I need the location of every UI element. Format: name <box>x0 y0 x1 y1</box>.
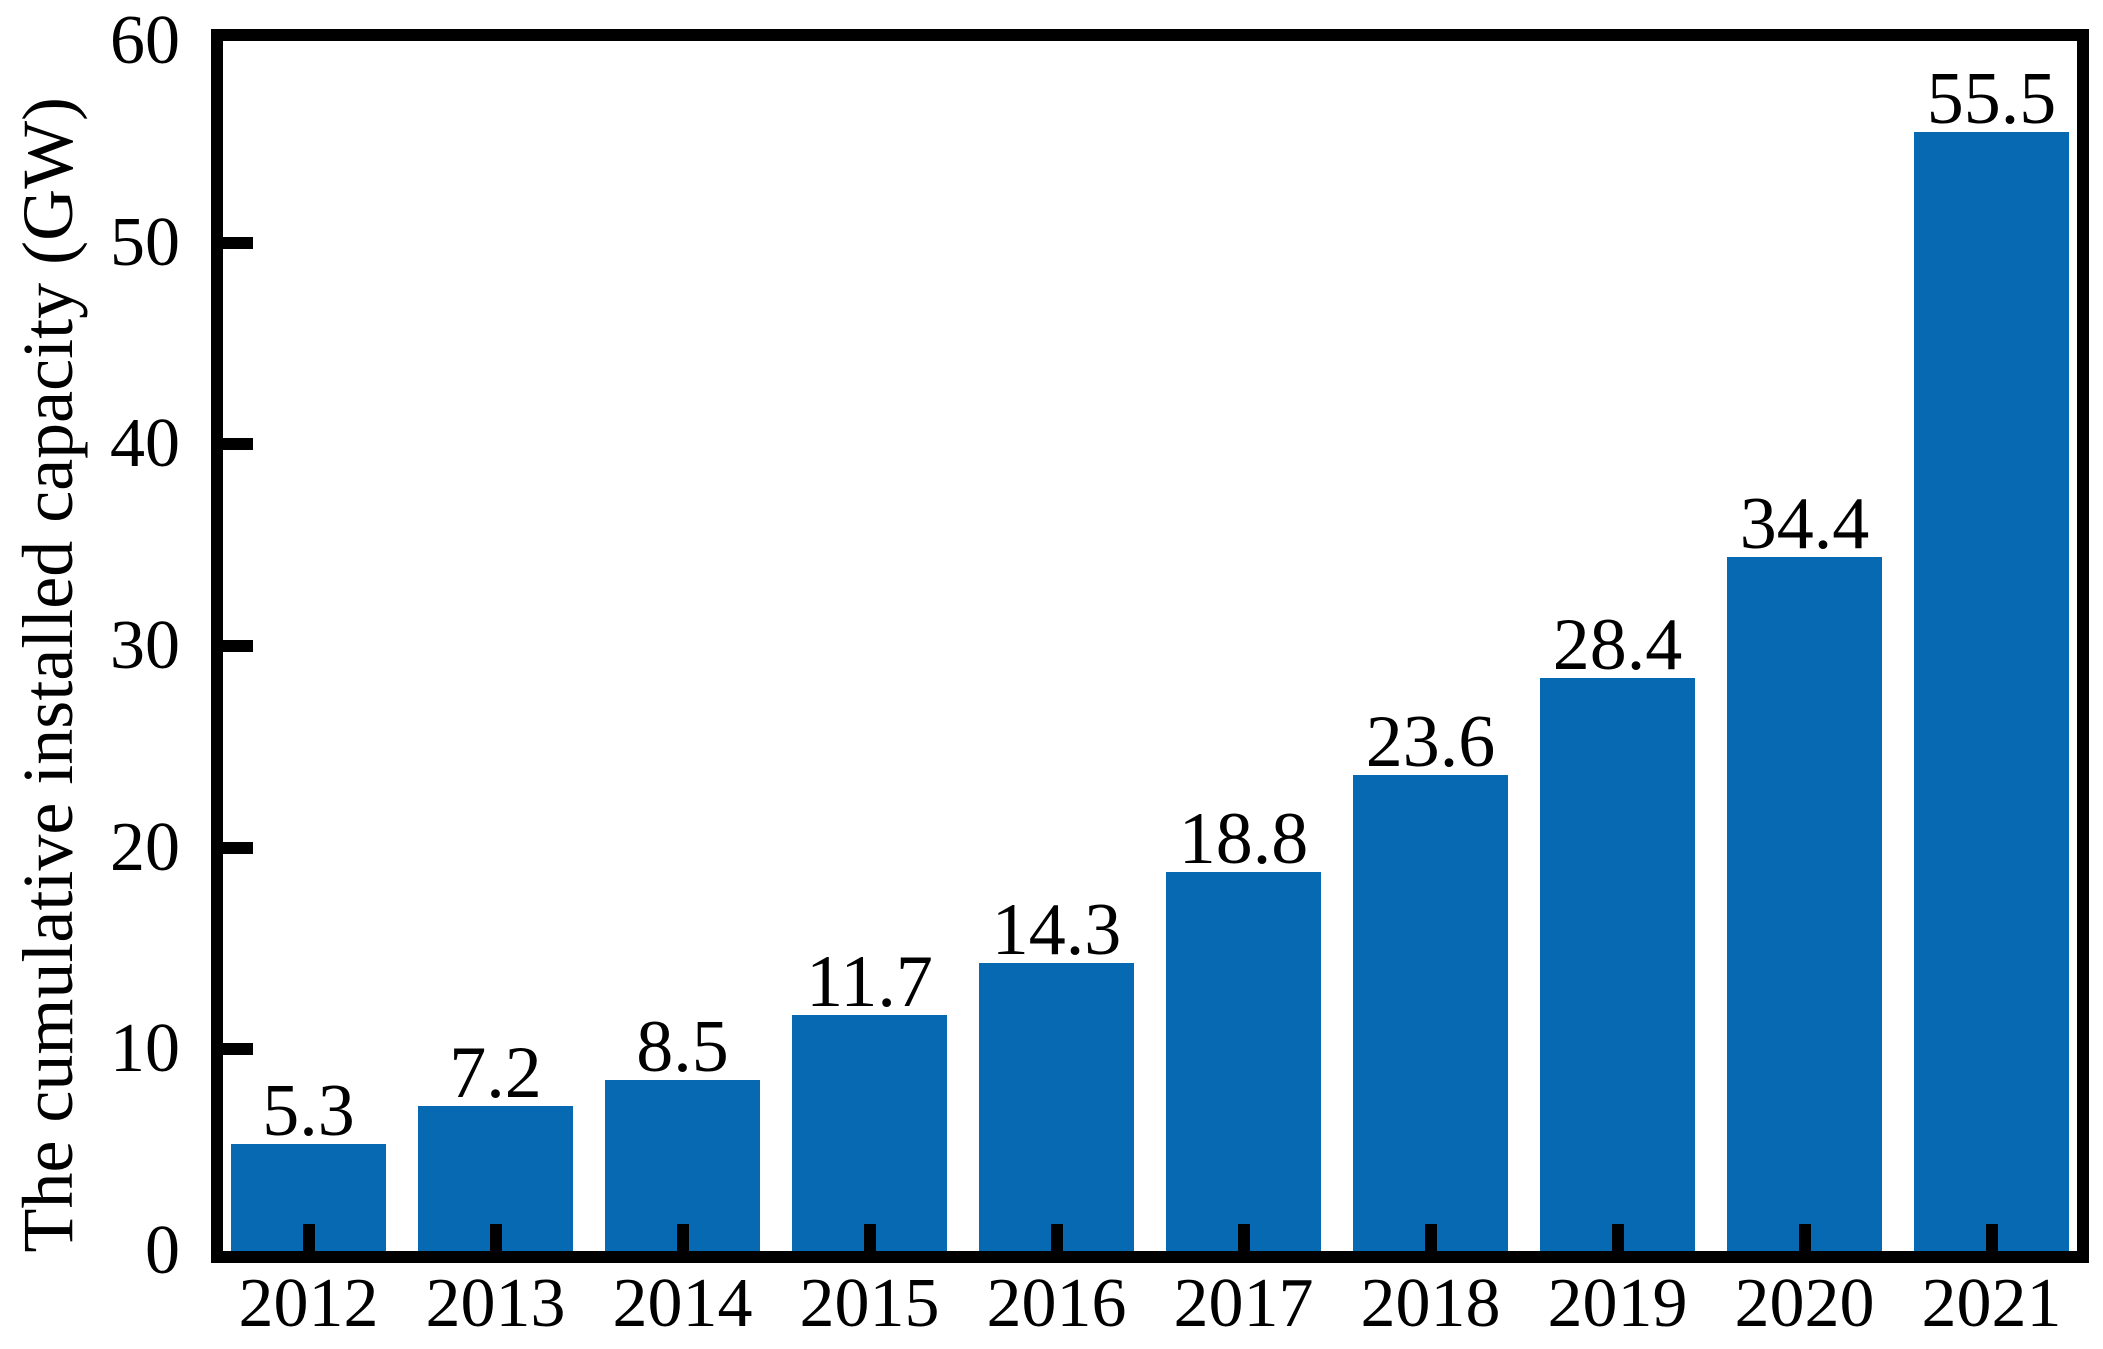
bar-2019 <box>1540 678 1695 1251</box>
x-tick-2012 <box>302 1224 315 1251</box>
bar-value-label-2021: 55.5 <box>1926 57 2057 140</box>
x-tick-2015 <box>863 1224 876 1251</box>
x-tick-2016 <box>1050 1224 1063 1251</box>
y-tick-50 <box>223 236 253 249</box>
y-axis-title-text: The cumulative installed capacity (GW) <box>8 96 88 1253</box>
bar-value-label-2012: 5.3 <box>262 1070 355 1153</box>
bar-value-label-2020: 34.4 <box>1739 483 1870 566</box>
bar-value-label-2014: 8.5 <box>636 1005 729 1088</box>
x-tick-label-2014: 2014 <box>612 1265 753 1342</box>
x-tick-label-2018: 2018 <box>1360 1265 1501 1342</box>
bar-value-label-2015: 11.7 <box>806 941 933 1024</box>
x-tick-2019 <box>1611 1224 1624 1251</box>
x-tick-label-2016: 2016 <box>986 1265 1127 1342</box>
x-tick-2021 <box>1985 1224 1998 1251</box>
y-tick-30 <box>223 640 253 652</box>
bar-value-label-2019: 28.4 <box>1552 604 1683 687</box>
y-tick-40 <box>223 438 253 451</box>
bar-2014 <box>605 1079 760 1251</box>
bar-value-label-2017: 18.8 <box>1178 797 1309 880</box>
x-tick-2014 <box>676 1224 689 1251</box>
y-axis-title: The cumulative installed capacity (GW) <box>0 0 96 1349</box>
bar-value-label-2013: 7.2 <box>449 1031 542 1114</box>
x-tick-label-2012: 2012 <box>238 1265 379 1342</box>
plot-inner: 5.3 7.2 8.5 11.7 14.3 18.8 23.6 28.4 34.4 55.5 <box>223 41 2077 1251</box>
plot-area: 5.3 7.2 8.5 11.7 14.3 18.8 23.6 28.4 34.4 55.5 <box>211 29 2089 1263</box>
x-tick-label-2021: 2021 <box>1921 1265 2062 1342</box>
bar-2020 <box>1727 557 1882 1251</box>
x-tick-2018 <box>1424 1224 1437 1251</box>
bar-2016 <box>979 962 1134 1251</box>
x-tick-2020 <box>1798 1224 1811 1251</box>
x-tick-2017 <box>1237 1224 1250 1251</box>
x-tick-label-2017: 2017 <box>1173 1265 1314 1342</box>
x-tick-label-2015: 2015 <box>799 1265 940 1342</box>
bar-2015 <box>792 1015 947 1251</box>
bar-value-label-2018: 23.6 <box>1365 701 1496 784</box>
x-tick-label-2019: 2019 <box>1547 1265 1688 1342</box>
bar-2018 <box>1353 775 1508 1251</box>
bar-2017 <box>1166 871 1321 1251</box>
bar-value-label-2016: 14.3 <box>991 888 1122 971</box>
x-tick-label-2013: 2013 <box>425 1265 566 1342</box>
x-tick-2013 <box>489 1224 502 1251</box>
y-tick-10 <box>223 1043 253 1056</box>
bar-2021 <box>1914 131 2069 1251</box>
y-tick-20 <box>223 841 253 854</box>
x-tick-label-2020: 2020 <box>1734 1265 1875 1342</box>
